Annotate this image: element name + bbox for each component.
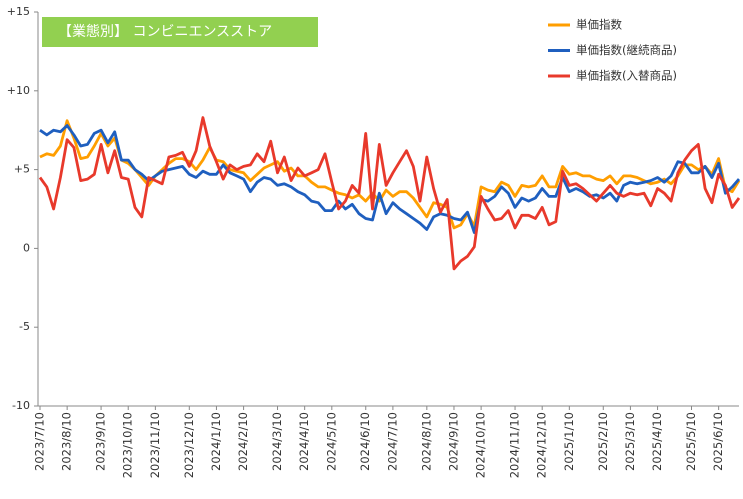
- legend-label: 単価指数(入替商品): [576, 69, 677, 83]
- x-tick-label: 2023/8/10: [60, 412, 74, 471]
- x-tick-label: 2024/6/10: [358, 412, 372, 471]
- x-tick-label: 2024/1/10: [209, 412, 223, 471]
- x-tick-label: 2025/5/10: [684, 412, 698, 471]
- x-tick-label: 2024/8/10: [419, 412, 433, 471]
- x-tick-label: 2024/10/10: [474, 412, 488, 478]
- series-line: [39, 119, 741, 230]
- x-tick-label: 2024/9/10: [446, 412, 460, 471]
- x-tick-label: 2023/10/10: [121, 412, 135, 478]
- series-line: [38, 116, 741, 271]
- x-tick-label: 2023/11/10: [148, 412, 162, 478]
- legend-label: 単価指数(継続商品): [576, 43, 677, 57]
- y-tick-label: +15: [7, 5, 30, 18]
- x-tick-label: 2024/3/10: [270, 412, 284, 471]
- series-line: [39, 124, 741, 234]
- x-tick-label: 2023/12/10: [182, 412, 196, 478]
- x-tick-label: 2024/5/10: [324, 412, 338, 471]
- x-tick-label: 2024/4/10: [297, 412, 311, 471]
- x-tick-label: 2025/3/10: [623, 412, 637, 471]
- x-tick-label: 2024/12/10: [535, 412, 549, 478]
- chart-title: 【業態別】 コンビニエンスストア: [58, 24, 272, 40]
- title-box: [42, 17, 318, 47]
- y-tick-label: +10: [7, 84, 30, 97]
- x-tick-label: 2024/11/10: [508, 412, 522, 478]
- y-tick-label: -5: [19, 320, 30, 333]
- x-tick-label: 2023/9/10: [94, 412, 108, 471]
- x-tick-label: 2025/4/10: [650, 412, 664, 471]
- legend-label: 単価指数: [576, 18, 622, 32]
- x-tick-label: 2025/6/10: [711, 412, 725, 471]
- y-tick-label: 0: [23, 241, 30, 254]
- x-tick-label: 2024/7/10: [385, 412, 399, 471]
- y-tick-label: -10: [12, 399, 30, 412]
- x-tick-label: 2025/2/10: [596, 412, 610, 471]
- x-tick-label: 2025/1/10: [562, 412, 576, 471]
- x-tick-label: 2023/7/10: [33, 412, 47, 471]
- y-tick-label: +5: [14, 163, 30, 176]
- x-tick-label: 2024/2/10: [236, 412, 250, 471]
